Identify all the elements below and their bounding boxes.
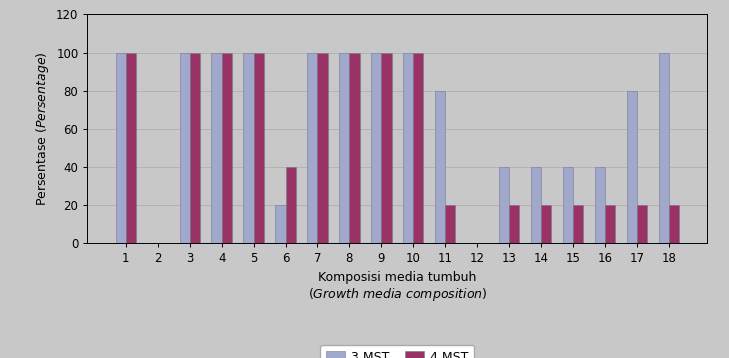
Y-axis label: Persentase $\it{(Persentage)}$: Persentase $\it{(Persentage)}$ xyxy=(34,52,50,206)
Bar xyxy=(222,53,232,243)
Bar xyxy=(563,167,573,243)
Bar xyxy=(211,53,222,243)
Bar xyxy=(658,53,668,243)
Bar xyxy=(541,205,551,243)
Bar xyxy=(605,205,615,243)
Bar xyxy=(381,53,391,243)
Bar xyxy=(317,53,328,243)
Bar xyxy=(349,53,359,243)
Bar xyxy=(637,205,647,243)
Bar xyxy=(627,91,637,243)
Bar xyxy=(276,205,286,243)
X-axis label: Komposisi media tumbuh
$\it{(Growth\ media\ composition)}$: Komposisi media tumbuh $\it{(Growth\ med… xyxy=(308,271,487,304)
Bar xyxy=(286,167,296,243)
Bar xyxy=(126,53,136,243)
Bar xyxy=(179,53,190,243)
Bar xyxy=(243,53,254,243)
Bar xyxy=(190,53,200,243)
Bar xyxy=(445,205,456,243)
Bar xyxy=(595,167,605,243)
Bar xyxy=(509,205,519,243)
Bar xyxy=(403,53,413,243)
Bar xyxy=(413,53,424,243)
Bar xyxy=(668,205,679,243)
Bar xyxy=(116,53,126,243)
Bar xyxy=(307,53,317,243)
Bar xyxy=(254,53,264,243)
Bar xyxy=(531,167,541,243)
Bar xyxy=(435,91,445,243)
Bar xyxy=(339,53,349,243)
Bar xyxy=(499,167,509,243)
Bar xyxy=(371,53,381,243)
Legend: 3 MST, 4 MST: 3 MST, 4 MST xyxy=(320,345,475,358)
Bar xyxy=(573,205,583,243)
